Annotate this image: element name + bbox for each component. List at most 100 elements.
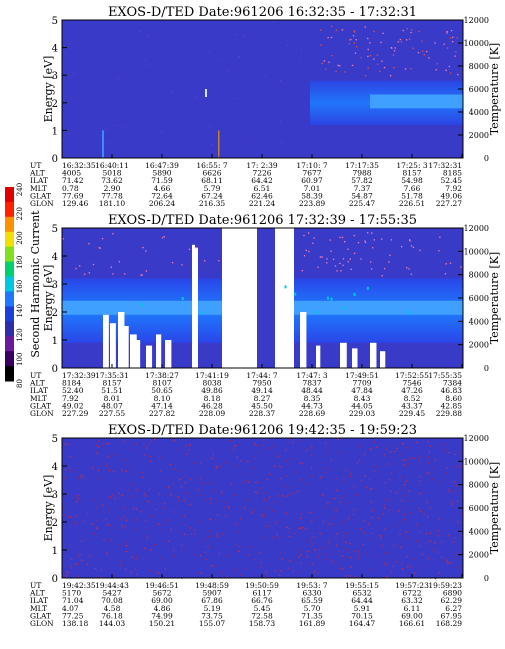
noise-pixel: [339, 65, 341, 67]
noise-pixel: [424, 502, 427, 504]
noise-pixel: [364, 532, 366, 534]
panel-title: EXOS-D/TED Date:961206 17:32:39 - 17:55:…: [108, 213, 417, 228]
y2-tick-label: 12000: [464, 434, 489, 443]
noise-pixel: [323, 60, 326, 62]
noise-pixel: [448, 452, 450, 454]
noise-pixel: [427, 473, 430, 475]
table-cell: 67.95: [441, 611, 463, 620]
noise-pixel: [329, 239, 331, 241]
noise-pixel: [413, 572, 415, 574]
table-cell: 52.40: [62, 386, 84, 395]
noise-pixel: [388, 479, 391, 481]
noise-pixel: [423, 54, 426, 56]
noise-pixel: [150, 440, 153, 442]
noise-pixel: [410, 567, 413, 569]
noise-pixel: [171, 262, 174, 264]
noise-pixel: [265, 500, 268, 502]
noise-pixel: [330, 297, 333, 301]
noise-pixel: [147, 501, 150, 503]
noise-pixel: [97, 478, 99, 480]
noise-pixel: [184, 481, 186, 484]
noise-pixel: [66, 493, 69, 495]
y-tick-label: 5: [52, 434, 58, 445]
noise-pixel: [151, 515, 154, 517]
noise-pixel: [315, 549, 317, 551]
table-cell: 49.14: [251, 386, 273, 395]
noise-pixel: [337, 563, 339, 565]
noise-pixel: [339, 262, 341, 265]
noise-pixel: [269, 473, 271, 475]
noise-pixel: [206, 499, 208, 501]
noise-pixel: [327, 541, 329, 543]
noise-pixel: [256, 492, 258, 494]
noise-pixel: [254, 467, 256, 470]
y-tick-label: 0: [52, 154, 58, 165]
noise-pixel: [373, 30, 375, 33]
noise-pixel: [144, 527, 147, 529]
table-cell: 5672: [152, 589, 171, 598]
saturated-spike: [192, 244, 195, 268]
table-cell: 129.46: [62, 199, 88, 208]
noise-pixel: [355, 39, 357, 41]
y2-tick-label: 12000: [464, 224, 489, 233]
noise-pixel: [337, 64, 339, 67]
noise-pixel: [283, 485, 285, 487]
noise-pixel: [228, 554, 230, 556]
noise-pixel: [163, 507, 166, 509]
noise-pixel: [73, 521, 76, 523]
noise-pixel: [324, 546, 326, 548]
colorbar-tick-label: 220: [16, 207, 24, 220]
noise-pixel: [402, 442, 404, 444]
noise-pixel: [78, 552, 80, 555]
table-cell: 226.51: [399, 199, 425, 208]
noise-pixel: [210, 498, 212, 500]
noise-pixel: [77, 477, 79, 479]
noise-pixel: [233, 445, 235, 447]
noise-pixel: [428, 57, 430, 59]
noise-pixel: [436, 63, 439, 65]
noise-pixel: [292, 570, 295, 572]
noise-pixel: [247, 481, 250, 483]
noise-pixel: [211, 457, 213, 459]
noise-pixel: [250, 472, 252, 474]
noise-pixel: [171, 90, 173, 92]
noise-pixel: [170, 528, 172, 531]
noise-pixel: [218, 535, 220, 537]
noise-pixel: [298, 61, 300, 63]
table-cell: 7.92: [445, 184, 462, 193]
noise-pixel: [131, 556, 133, 558]
y2-tick-label: 2000: [469, 341, 489, 350]
table-cell: 72.58: [251, 611, 273, 620]
y-axis-label: Energy [eV]: [42, 56, 55, 123]
y2-tick-label: 2000: [469, 131, 489, 140]
noise-pixel: [264, 76, 266, 78]
noise-pixel: [322, 521, 325, 523]
noise-pixel: [145, 520, 147, 523]
noise-pixel: [292, 441, 294, 444]
table-cell: 7950: [252, 379, 271, 388]
noise-pixel: [307, 550, 309, 553]
noise-pixel: [347, 248, 349, 250]
noise-pixel: [350, 566, 352, 568]
noise-pixel: [132, 484, 134, 486]
noise-pixel: [336, 270, 338, 272]
noise-pixel: [239, 545, 241, 548]
noise-pixel: [288, 530, 290, 533]
table-cell: 227.82: [149, 409, 175, 418]
noise-pixel: [79, 476, 82, 479]
noise-pixel: [267, 576, 269, 579]
noise-pixel: [354, 31, 356, 33]
noise-pixel: [172, 511, 175, 513]
noise-pixel: [183, 500, 185, 502]
noise-pixel: [290, 47, 292, 49]
y-tick-label: 5: [52, 16, 58, 27]
noise-pixel: [461, 466, 463, 468]
noise-pixel: [445, 451, 447, 454]
noise-pixel: [412, 456, 414, 458]
noise-pixel: [450, 29, 453, 32]
noise-pixel: [236, 456, 239, 458]
noise-pixel: [280, 477, 282, 480]
noise-pixel: [309, 539, 312, 541]
noise-pixel: [380, 537, 382, 539]
noise-pixel: [347, 261, 349, 263]
